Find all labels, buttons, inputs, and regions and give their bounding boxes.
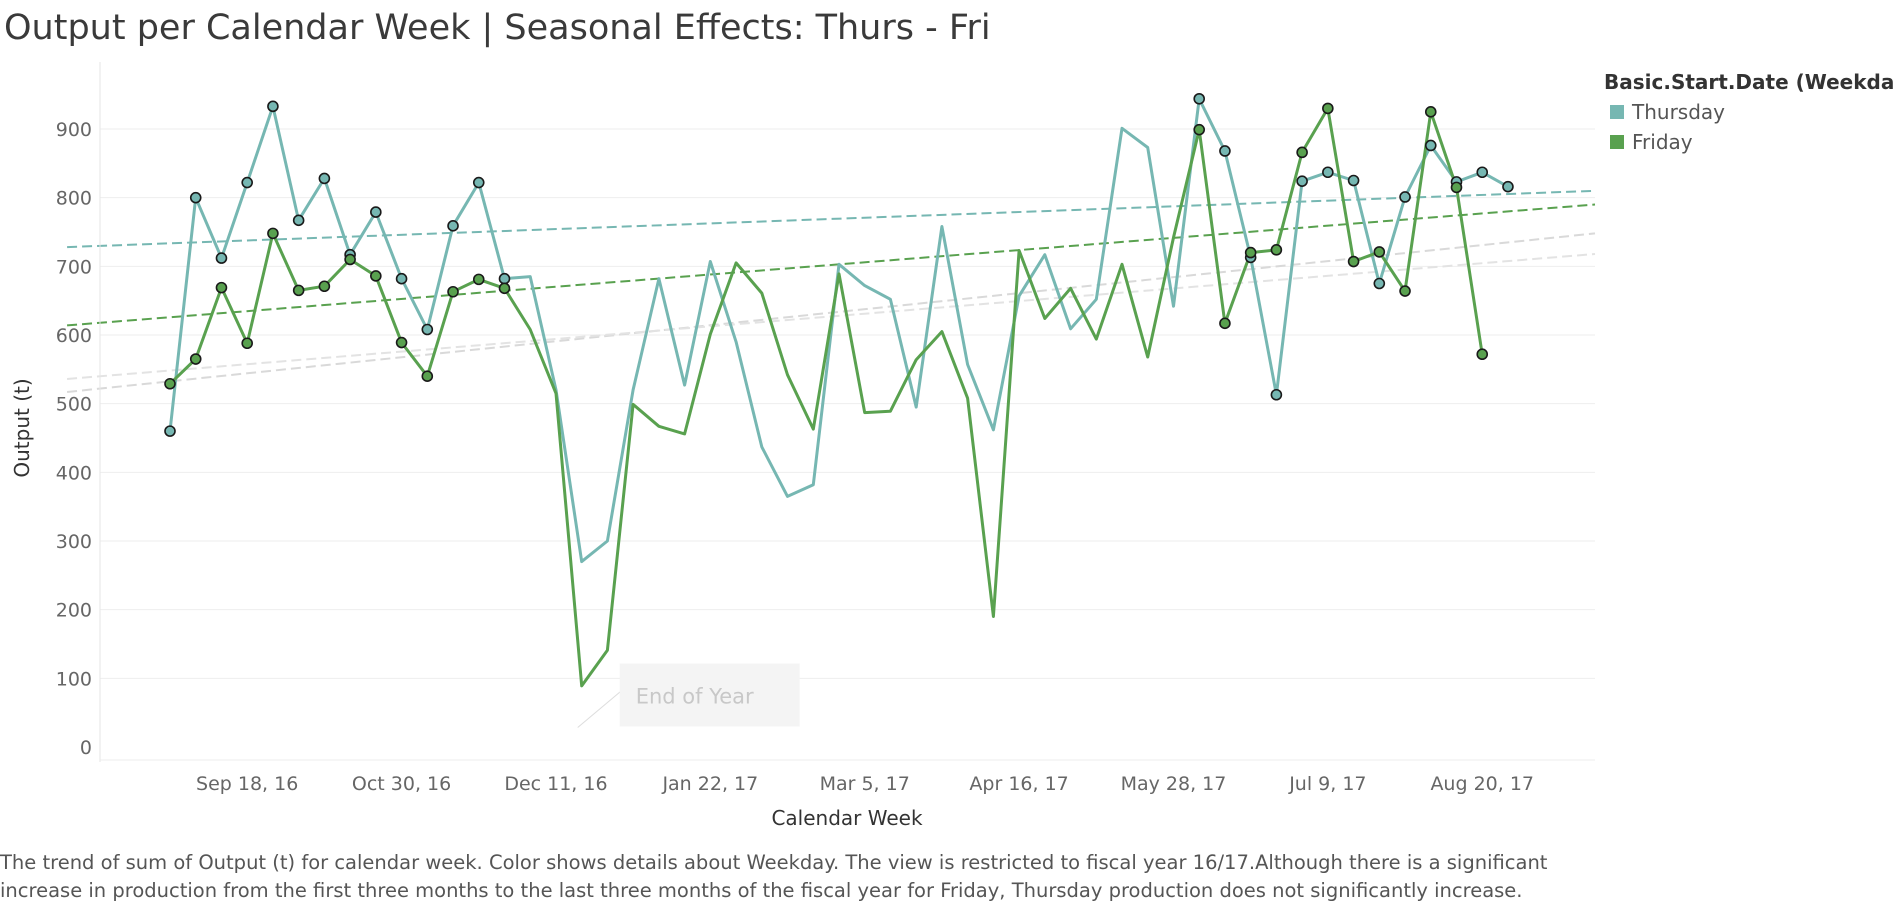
y-tick-label: 200 — [56, 600, 92, 622]
data-point-thursday — [498, 272, 511, 285]
chart-title: Output per Calendar Week | Seasonal Effe… — [4, 8, 991, 48]
data-point-thursday — [1322, 166, 1334, 179]
data-point-friday — [241, 337, 253, 350]
annotation-box — [619, 663, 800, 727]
annotation-leader — [577, 685, 629, 728]
gridlines — [100, 128, 1595, 679]
data-point-friday — [472, 273, 485, 286]
x-tick-label: Apr 16, 17 — [969, 773, 1068, 795]
data-point-friday — [1270, 244, 1283, 256]
legend-swatch-friday — [1610, 135, 1624, 149]
y-tick-label: 300 — [56, 531, 92, 553]
x-tick-label: Oct 30, 16 — [352, 773, 451, 795]
x-tick-label: May 28, 17 — [1121, 773, 1227, 795]
data-point-friday — [1322, 102, 1334, 115]
data-point-thursday — [1424, 139, 1437, 152]
trend-line — [67, 203, 1596, 327]
data-point-friday — [1296, 146, 1308, 159]
data-point-friday — [164, 377, 176, 390]
series-line-thursday — [168, 97, 1509, 564]
legend-swatch-thursday — [1610, 105, 1624, 119]
data-point-thursday — [472, 176, 485, 189]
y-axis-title: Output (t) — [10, 378, 34, 477]
data-point-friday — [1193, 123, 1205, 136]
data-markers — [164, 92, 1514, 437]
y-tick-label: 800 — [56, 188, 92, 210]
data-point-thursday — [318, 172, 331, 185]
x-axis-title: Calendar Week — [771, 806, 923, 830]
data-point-thursday — [1219, 145, 1231, 157]
y-tick-label: 400 — [56, 462, 92, 484]
annotations: End of Year — [577, 663, 800, 728]
data-point-thursday — [1502, 180, 1514, 193]
data-point-friday — [1476, 348, 1489, 361]
data-point-friday — [1399, 285, 1411, 297]
legend-label-friday: Friday — [1632, 130, 1693, 154]
x-tick-label: Mar 5, 17 — [820, 773, 910, 795]
y-tick-label: 700 — [56, 256, 92, 278]
data-point-thursday — [421, 323, 434, 336]
chart-caption: The trend of sum of Output (t) for calen… — [0, 851, 1548, 902]
data-point-thursday — [215, 252, 228, 264]
data-point-friday — [189, 353, 202, 365]
data-point-friday — [1373, 246, 1386, 258]
data-point-thursday — [1270, 388, 1283, 401]
data-point-friday — [447, 285, 459, 298]
data-point-thursday — [395, 272, 408, 285]
axes: 0 100 200 300 400 500 600 700 800 900 Sep 18, 16 Oc… — [10, 62, 1595, 830]
data-point-thursday — [1373, 277, 1386, 290]
data-point-friday — [267, 227, 279, 240]
data-point-thursday — [241, 176, 253, 189]
data-point-friday — [215, 281, 228, 294]
legend-item-thursday[interactable]: Thursday — [1604, 100, 1894, 124]
y-tick-label: 100 — [56, 668, 92, 690]
data-point-thursday — [1296, 175, 1308, 187]
data-point-thursday — [1193, 92, 1205, 105]
data-point-friday — [498, 282, 511, 295]
data-point-thursday — [370, 206, 382, 218]
data-point-thursday — [164, 425, 176, 437]
data-point-thursday — [447, 220, 459, 232]
data-point-thursday — [1347, 174, 1360, 187]
data-point-friday — [344, 253, 356, 266]
y-tick-label: 900 — [56, 119, 92, 141]
series-line-friday — [168, 106, 1484, 688]
trend-line — [66, 232, 1596, 393]
data-point-thursday — [292, 214, 305, 227]
y-tick-label: 600 — [56, 325, 92, 347]
series-lines — [168, 97, 1509, 688]
data-point-friday — [318, 280, 331, 293]
annotation-text: End of Year — [636, 685, 754, 709]
data-point-thursday — [189, 191, 202, 204]
data-point-friday — [370, 270, 382, 282]
y-tick-label: 0 — [80, 737, 92, 759]
data-point-friday — [1244, 246, 1257, 259]
y-tick-label: 500 — [56, 394, 92, 416]
legend-item-friday[interactable]: Friday — [1604, 130, 1894, 154]
x-tick-label: Sep 18, 16 — [196, 773, 298, 795]
data-point-friday — [1219, 317, 1231, 330]
x-tick-label: Aug 20, 17 — [1430, 773, 1534, 795]
data-point-friday — [1450, 181, 1463, 194]
legend: Basic.Start.Date (Weekdays) Thursday Fri… — [1604, 70, 1894, 154]
data-point-friday — [395, 336, 408, 349]
data-point-friday — [292, 284, 305, 297]
data-point-friday — [1424, 106, 1437, 118]
data-point-friday — [421, 370, 434, 383]
legend-label-thursday: Thursday — [1632, 100, 1725, 124]
x-tick-label: Dec 11, 16 — [504, 773, 607, 795]
x-tick-label: Jan 22, 17 — [661, 773, 758, 795]
x-tick-label: Jul 9, 17 — [1288, 773, 1366, 795]
legend-title: Basic.Start.Date (Weekdays) — [1604, 70, 1894, 94]
data-point-thursday — [1476, 166, 1489, 179]
data-point-friday — [1347, 255, 1360, 268]
data-point-thursday — [267, 100, 279, 113]
data-point-thursday — [1399, 191, 1411, 203]
